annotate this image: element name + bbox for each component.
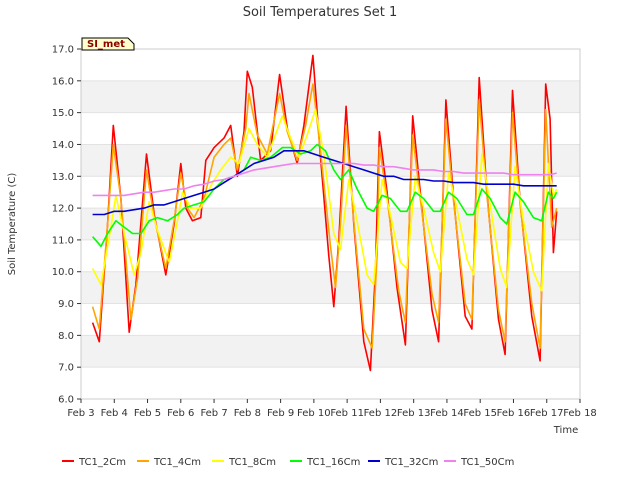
legend-label: TC1_4Cm [153, 457, 201, 468]
x-tick-label: Feb 5 [134, 408, 161, 419]
series-line-tc1_50cm [92, 162, 557, 197]
x-tick-label: Feb 12 [364, 408, 398, 419]
x-tick-label: Feb 4 [101, 408, 128, 419]
x-tick-label: Feb 11 [330, 408, 364, 419]
x-tick-label: Feb 13 [397, 408, 431, 419]
y-tick-label: 14.0 [52, 140, 74, 151]
series-lines [91, 54, 558, 372]
series-line-tc1_16cm [91, 143, 558, 248]
y-tick-label: 12.0 [52, 204, 74, 215]
x-tick-label: Feb 3 [67, 408, 94, 419]
y-axis: 6.0 7.0 8.0 9.0 10.0 11.0 12.0 13.0 14.0 15.0 16.0… [52, 45, 81, 406]
legend-label: TC1_50Cm [460, 457, 514, 468]
legend-label: TC1_16Cm [306, 457, 360, 468]
legend-item-tc1_50cm: TC1_50Cm [444, 457, 514, 468]
x-tick-label: Feb 10 [297, 408, 331, 419]
legend-item-tc1_8cm: TC1_8Cm [212, 457, 276, 468]
y-tick-label: 17.0 [52, 45, 74, 56]
series-line-tc1_4cm [91, 83, 558, 349]
legend: TC1_2Cm TC1_4Cm TC1_8Cm TC1_16Cm TC1_32Cm TC1… [62, 457, 514, 468]
x-tick-label: Feb 18 [563, 408, 597, 419]
x-tick-label: Feb 9 [267, 408, 294, 419]
x-tick-label: Feb 7 [200, 408, 227, 419]
x-tick-label: Feb 17 [530, 408, 564, 419]
y-tick-label: 11.0 [52, 235, 74, 246]
y-tick-label: 16.0 [52, 76, 74, 87]
legend-label: TC1_2Cm [78, 457, 126, 468]
y-tick-label: 9.0 [58, 299, 74, 310]
grid-band [81, 335, 580, 368]
legend-label: TC1_8Cm [228, 457, 276, 468]
legend-label: TC1_32Cm [384, 457, 438, 468]
x-axis-title: Time [553, 425, 578, 436]
y-tick-label: 15.0 [52, 108, 74, 119]
x-tick-label: Feb 6 [167, 408, 194, 419]
legend-item-tc1_32cm: TC1_32Cm [368, 457, 438, 468]
y-tick-label: 8.0 [58, 331, 74, 342]
grid-band [81, 80, 580, 113]
y-tick-label: 7.0 [58, 363, 74, 374]
y-axis-title: Soil Temperature (C) [7, 173, 18, 276]
x-tick-label: Feb 14 [430, 408, 464, 419]
series-line-tc1_32cm [92, 150, 557, 216]
y-tick-label: 6.0 [58, 395, 74, 406]
plot-area [80, 48, 581, 400]
site-badge-label: SI_met [87, 39, 125, 50]
legend-item-tc1_2cm: TC1_2Cm [62, 457, 126, 468]
chart-title: Soil Temperatures Set 1 [243, 5, 398, 20]
legend-item-tc1_16cm: TC1_16Cm [290, 457, 360, 468]
x-tick-label: Feb 8 [234, 408, 261, 419]
x-tick-label: Feb 16 [497, 408, 531, 419]
x-axis: Feb 3 Feb 4 Feb 5 Feb 6 Feb 7 Feb 8 Feb 9 Feb 1… [67, 399, 597, 419]
site-badge: SI_met [81, 37, 135, 51]
y-tick-label: 10.0 [52, 267, 74, 278]
x-tick-label: Feb 15 [463, 408, 497, 419]
y-tick-label: 13.0 [52, 172, 74, 183]
legend-item-tc1_4cm: TC1_4Cm [137, 457, 201, 468]
